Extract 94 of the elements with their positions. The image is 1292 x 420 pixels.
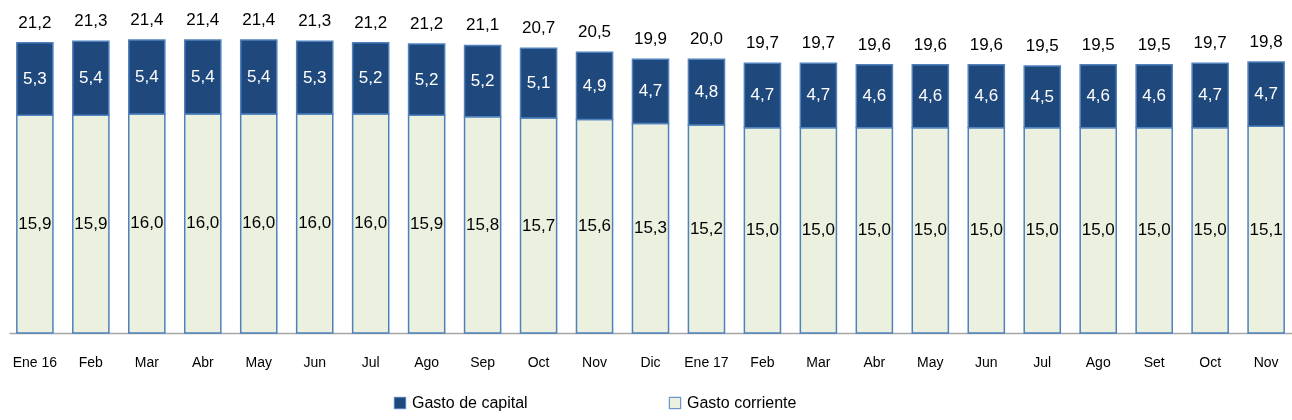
data-label: 4,7 <box>806 85 831 105</box>
x-tick-label: Nov <box>582 353 607 370</box>
total-label: 19,7 <box>745 33 779 53</box>
data-label: 5,3 <box>302 67 327 87</box>
total-label: 19,6 <box>857 34 891 54</box>
data-label: 15,1 <box>1249 219 1283 239</box>
data-label: 5,3 <box>23 69 47 89</box>
x-tick-label: May <box>917 353 944 370</box>
data-label: 4,5 <box>1030 86 1055 106</box>
data-label: 5,4 <box>190 66 215 86</box>
data-label: 4,6 <box>918 86 943 106</box>
total-label: 19,8 <box>1249 31 1283 51</box>
legend-label: Gasto de capital <box>412 394 528 411</box>
total-label: 20,0 <box>689 29 724 49</box>
x-tick-label: Ene 16 <box>12 353 58 370</box>
x-tick-label: Abr <box>191 353 214 370</box>
data-label: 5,4 <box>79 68 103 88</box>
data-label: 16,0 <box>186 213 220 233</box>
total-label: 21,1 <box>466 15 500 35</box>
data-label: 15,9 <box>18 214 52 234</box>
x-tick-label: Jul <box>361 353 380 370</box>
total-label: 21,2 <box>410 14 444 34</box>
total-label: 21,2 <box>354 12 388 32</box>
total-label: 20,5 <box>577 22 612 42</box>
total-label: 20,7 <box>522 18 556 38</box>
x-tick-label: Ene 17 <box>684 353 729 370</box>
total-label: 19,5 <box>1081 34 1115 54</box>
total-label: 19,6 <box>969 34 1003 54</box>
total-label: 19,5 <box>1137 34 1171 54</box>
data-label: 15,8 <box>466 214 500 234</box>
data-label: 15,6 <box>577 216 612 236</box>
data-label: 4,9 <box>582 75 607 95</box>
total-label: 19,9 <box>633 29 668 49</box>
data-label: 15,0 <box>745 220 779 240</box>
total-label: 21,3 <box>298 11 332 31</box>
total-label: 21,4 <box>130 10 164 29</box>
data-label: 4,6 <box>974 86 999 106</box>
data-label: 4,8 <box>694 82 719 102</box>
x-tick-label: Feb <box>78 353 104 370</box>
data-label: 16,0 <box>242 213 276 233</box>
x-tick-label: Oct <box>1199 353 1222 370</box>
total-label: 21,2 <box>18 12 52 32</box>
x-tick-label: Dic <box>640 353 661 370</box>
data-label: 4,7 <box>750 85 775 105</box>
data-label: 15,0 <box>1193 220 1227 240</box>
data-label: 5,2 <box>414 69 439 89</box>
total-label: 19,5 <box>1025 36 1059 56</box>
total-label: 21,4 <box>242 10 276 29</box>
data-label: 15,0 <box>857 220 891 240</box>
data-label: 15,0 <box>913 220 947 240</box>
data-label: 16,0 <box>354 213 388 233</box>
x-tick-label: Jul <box>1033 353 1052 370</box>
x-tick-label: Mar <box>806 353 831 370</box>
data-label: 15,0 <box>1137 220 1171 240</box>
total-label: 19,7 <box>1193 33 1227 53</box>
data-label: 15,0 <box>1025 220 1059 240</box>
data-label: 5,2 <box>470 71 495 91</box>
x-tick-label: Ago <box>414 353 440 370</box>
data-label: 4,6 <box>862 86 887 106</box>
x-tick-label: Jun <box>975 353 998 370</box>
x-tick-label: Feb <box>750 353 775 370</box>
data-label: 4,6 <box>1142 86 1167 106</box>
x-tick-label: Abr <box>863 353 886 370</box>
total-label: 19,7 <box>801 33 835 53</box>
data-label: 5,1 <box>526 73 551 93</box>
data-label: 4,7 <box>1198 85 1222 105</box>
data-label: 4,6 <box>1086 86 1111 106</box>
data-label: 15,9 <box>74 214 108 234</box>
data-label: 15,0 <box>969 220 1003 240</box>
total-label: 21,4 <box>186 10 220 29</box>
data-label: 16,0 <box>130 213 164 233</box>
data-label: 15,7 <box>522 215 556 235</box>
x-tick-label: Oct <box>527 353 550 370</box>
x-tick-label: Nov <box>1253 353 1279 370</box>
data-label: 4,7 <box>638 81 663 101</box>
data-label: 15,2 <box>689 218 724 238</box>
x-tick-label: Jun <box>303 353 326 370</box>
x-tick-label: Ago <box>1085 353 1111 370</box>
x-tick-label: May <box>245 353 272 370</box>
data-label: 16,0 <box>298 213 332 233</box>
legend-label: Gasto corriente <box>687 394 797 411</box>
data-label: 5,4 <box>134 66 159 86</box>
data-label: 5,2 <box>358 68 383 88</box>
data-label: 15,3 <box>633 218 668 238</box>
data-label: 5,4 <box>246 66 271 86</box>
x-tick-label: Mar <box>134 353 160 370</box>
total-label: 19,6 <box>913 34 947 54</box>
x-tick-label: Sep <box>470 353 496 370</box>
data-label: 15,9 <box>410 214 444 234</box>
data-label: 15,0 <box>801 220 835 240</box>
total-label: 21,3 <box>74 11 108 31</box>
x-tick-label: Set <box>1143 353 1165 370</box>
data-label: 4,7 <box>1254 84 1278 104</box>
data-label: 15,0 <box>1081 220 1115 240</box>
